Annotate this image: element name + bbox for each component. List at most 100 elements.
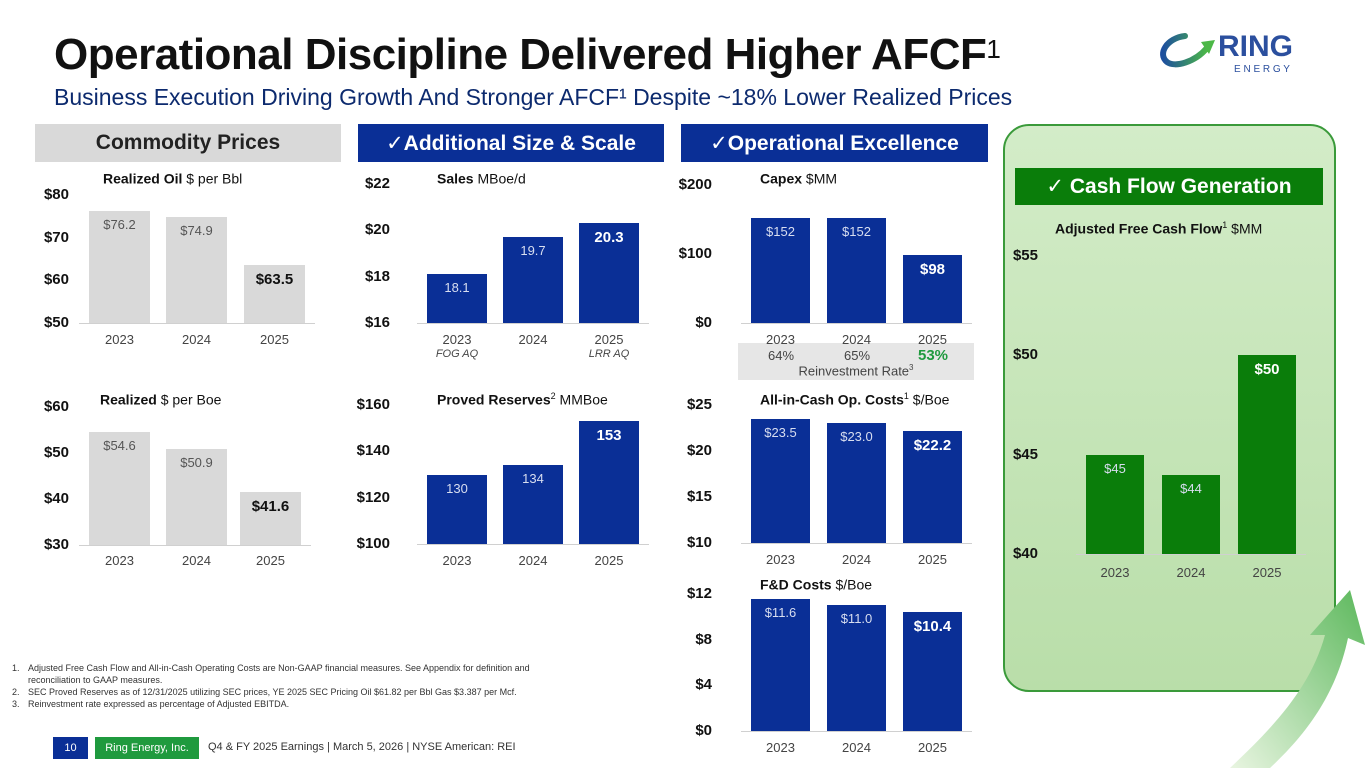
bar-value-label: 18.1 [444,280,470,296]
bar-value-label: $11.6 [764,604,797,620]
bar-2024 [827,218,886,323]
bar-2024 [166,216,227,323]
x-tick-label: 2025 [918,552,947,567]
bar-2023 [751,598,810,731]
x-tick-label: 2023 [442,332,472,347]
bar-value-label: $50.9 [180,454,213,470]
x-axis-line [741,731,972,732]
y-tick-label: $8 [695,630,712,648]
x-tick-label: 2025 [1252,565,1282,580]
x-tick-label: 2023 [105,553,134,568]
x-axis-line [79,323,315,324]
y-tick-label: $25 [686,396,712,413]
bar-2024 [827,423,886,543]
bar-value-label: $23.5 [764,424,797,440]
bar-value-label: $22.2 [913,436,952,454]
y-tick-label: $160 [356,396,390,413]
y-tick-label: $20 [364,221,390,239]
x-tick-label: 2025 [256,553,285,568]
x-tick-label: 2023 [766,740,795,755]
bar-value-label: 153 [596,427,622,445]
bar-value-label: 130 [446,480,468,496]
x-tick-label: 2024 [842,332,871,347]
x-tick-label: 2023 [766,332,795,347]
x-tick-label: 2023 [442,553,472,568]
x-axis-line [417,544,649,545]
bar-value-label: $44 [1180,480,1202,496]
bar-value-label: $45 [1104,460,1126,476]
company-badge: Ring Energy, Inc. [95,737,199,759]
x-tick-label: 2024 [182,553,211,568]
bar-2023 [89,431,150,545]
x-axis-line [1076,554,1306,555]
page-number: 10 [53,737,88,759]
reinvestment-2023: 64% [767,348,795,363]
bar-2025 [903,255,962,323]
bar-2024 [166,448,227,545]
y-tick-label: $100 [678,245,712,262]
page-subtitle: Business Execution Driving Growth And St… [54,84,1013,110]
x-axis-line [741,323,972,324]
x-tick-label: 2023 [105,332,134,347]
bar-value-label: $23.0 [840,429,873,445]
x-tick-label: 2025 [594,553,624,568]
bar-value-label: $50 [1254,361,1280,379]
footnotes: 1. Adjusted Free Cash Flow and All-in-Cas… [12,662,572,710]
growth-arrow-icon [1230,590,1365,768]
footnote-1: 1. Adjusted Free Cash Flow and All-in-Cas… [12,663,530,685]
x-tick-label: 2025 [594,332,624,347]
y-tick-label: $20 [686,442,712,459]
bar-value-label: $41.6 [251,497,290,515]
bar-value-label: $74.9 [180,222,213,238]
bar-2025 [1238,355,1296,554]
section-cash-flow-generation: ✓ Cash Flow Generation [1015,168,1323,205]
x-tick-label: 2023 [766,552,795,567]
bar-2025 [903,430,962,543]
y-tick-label: $40 [43,490,69,507]
bar-value-label: 20.3 [594,229,624,247]
y-tick-label: $140 [356,442,390,460]
bar-2025 [244,265,305,323]
x-tick-label: 2024 [1176,565,1206,580]
bar-value-label: 134 [522,471,544,487]
section-size-scale: ✓Additional Size & Scale [358,124,664,162]
reinvestment-2024: 65% [843,348,871,363]
y-tick-label: $55 [1012,247,1038,264]
bar-2024 [503,237,563,323]
x-tick-label: 2023 [1100,565,1130,580]
x-tick-label: 2024 [518,332,548,347]
section-operational-excellence: ✓Operational Excellence [681,124,988,162]
bar-value-label: $11.0 [840,611,873,627]
y-tick-label: $30 [43,536,69,553]
section-commodity-prices: Commodity Prices [35,124,341,162]
bar-2024 [503,465,563,544]
y-tick-label: $200 [678,176,712,193]
reinvestment-rate-box: Reinvestment Rate3 [738,343,974,380]
x-tick-label: 2025 [918,332,947,347]
y-tick-label: $0 [695,722,712,739]
bar-value-label: $63.5 [255,271,294,289]
bar-2025 [579,223,639,323]
svg-text:RING: RING [1218,30,1293,63]
x-axis-line [741,543,972,544]
chart-title: All-in-Cash Op. Costs1 $/Boe [760,391,950,408]
bar-2025 [240,491,301,545]
y-tick-label: $40 [1012,545,1038,562]
footer-text: Q4 & FY 2025 Earnings | March 5, 2026 | … [208,741,516,753]
bar-2023 [427,474,487,544]
reinvestment-2025: 53% [917,347,949,364]
y-tick-label: $70 [43,228,69,246]
title-text: Operational Discipline Delivered Higher … [54,30,987,79]
y-tick-label: $10 [686,534,712,551]
reinvestment-label: Reinvestment Rate3 [798,363,914,379]
y-tick-label: $120 [356,488,390,506]
bar-value-label: $76.2 [103,217,136,233]
y-tick-label: $100 [356,535,390,552]
title-footnote: 1 [986,34,1001,64]
bar-2023 [427,274,487,323]
y-tick-label: $60 [43,398,69,415]
x-tick-label: 2025 [260,332,289,347]
bar-value-label: $10.4 [913,618,952,636]
bar-value-label: $98 [919,261,946,279]
bar-2023 [1086,454,1144,554]
